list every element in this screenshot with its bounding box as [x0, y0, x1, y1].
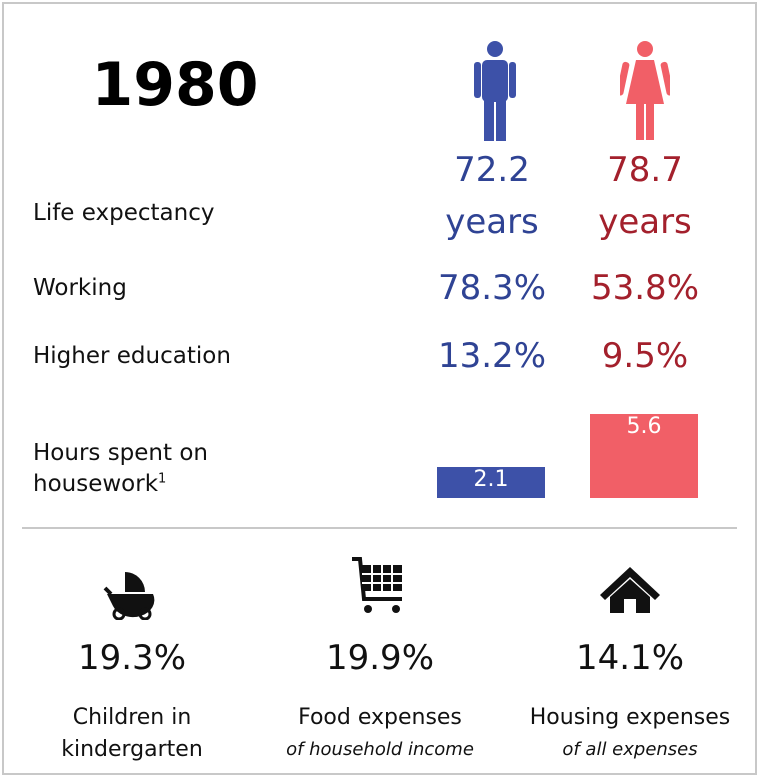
- stat-value: 19.3%: [77, 638, 186, 678]
- stat-value: 14.1%: [575, 638, 684, 678]
- male-icon: [474, 41, 516, 141]
- stat-label: Housing expenses: [529, 705, 731, 730]
- row-label: Life expectancy: [33, 200, 215, 226]
- row-label: Working: [33, 275, 127, 301]
- bar: 2.1: [437, 466, 545, 498]
- male-value: 78.3%: [437, 268, 546, 308]
- row-label: housework: [33, 471, 159, 497]
- cart-icon: [352, 557, 402, 613]
- row-label: Hours spent on: [33, 440, 208, 466]
- female-value: 53.8%: [590, 268, 699, 308]
- footnote-marker: 1: [158, 471, 167, 487]
- male-value: 13.2%: [437, 336, 546, 376]
- female-icon: [620, 41, 670, 140]
- stroller-icon: [103, 572, 155, 620]
- stat-note: of household income: [286, 739, 474, 760]
- house-icon: [600, 567, 660, 613]
- year: 1980: [91, 50, 259, 120]
- female-value: 9.5%: [601, 336, 689, 376]
- unit: years: [445, 202, 539, 242]
- bar-value: 5.6: [626, 414, 662, 439]
- bar: 5.6: [590, 414, 698, 498]
- stat-note: of all expenses: [562, 739, 698, 760]
- stat-value: 19.9%: [325, 638, 434, 678]
- unit: years: [598, 202, 692, 242]
- bar-value: 2.1: [473, 466, 509, 492]
- stat-label: kindergarten: [61, 737, 203, 762]
- row-label: Higher education: [33, 343, 231, 369]
- divider: [22, 527, 737, 529]
- stat-label: Food expenses: [298, 705, 462, 730]
- male-value: 72.2: [454, 150, 530, 190]
- female-value: 78.7: [607, 150, 683, 190]
- row-label: housework1: [33, 471, 166, 497]
- stat-label: Children in: [72, 705, 192, 730]
